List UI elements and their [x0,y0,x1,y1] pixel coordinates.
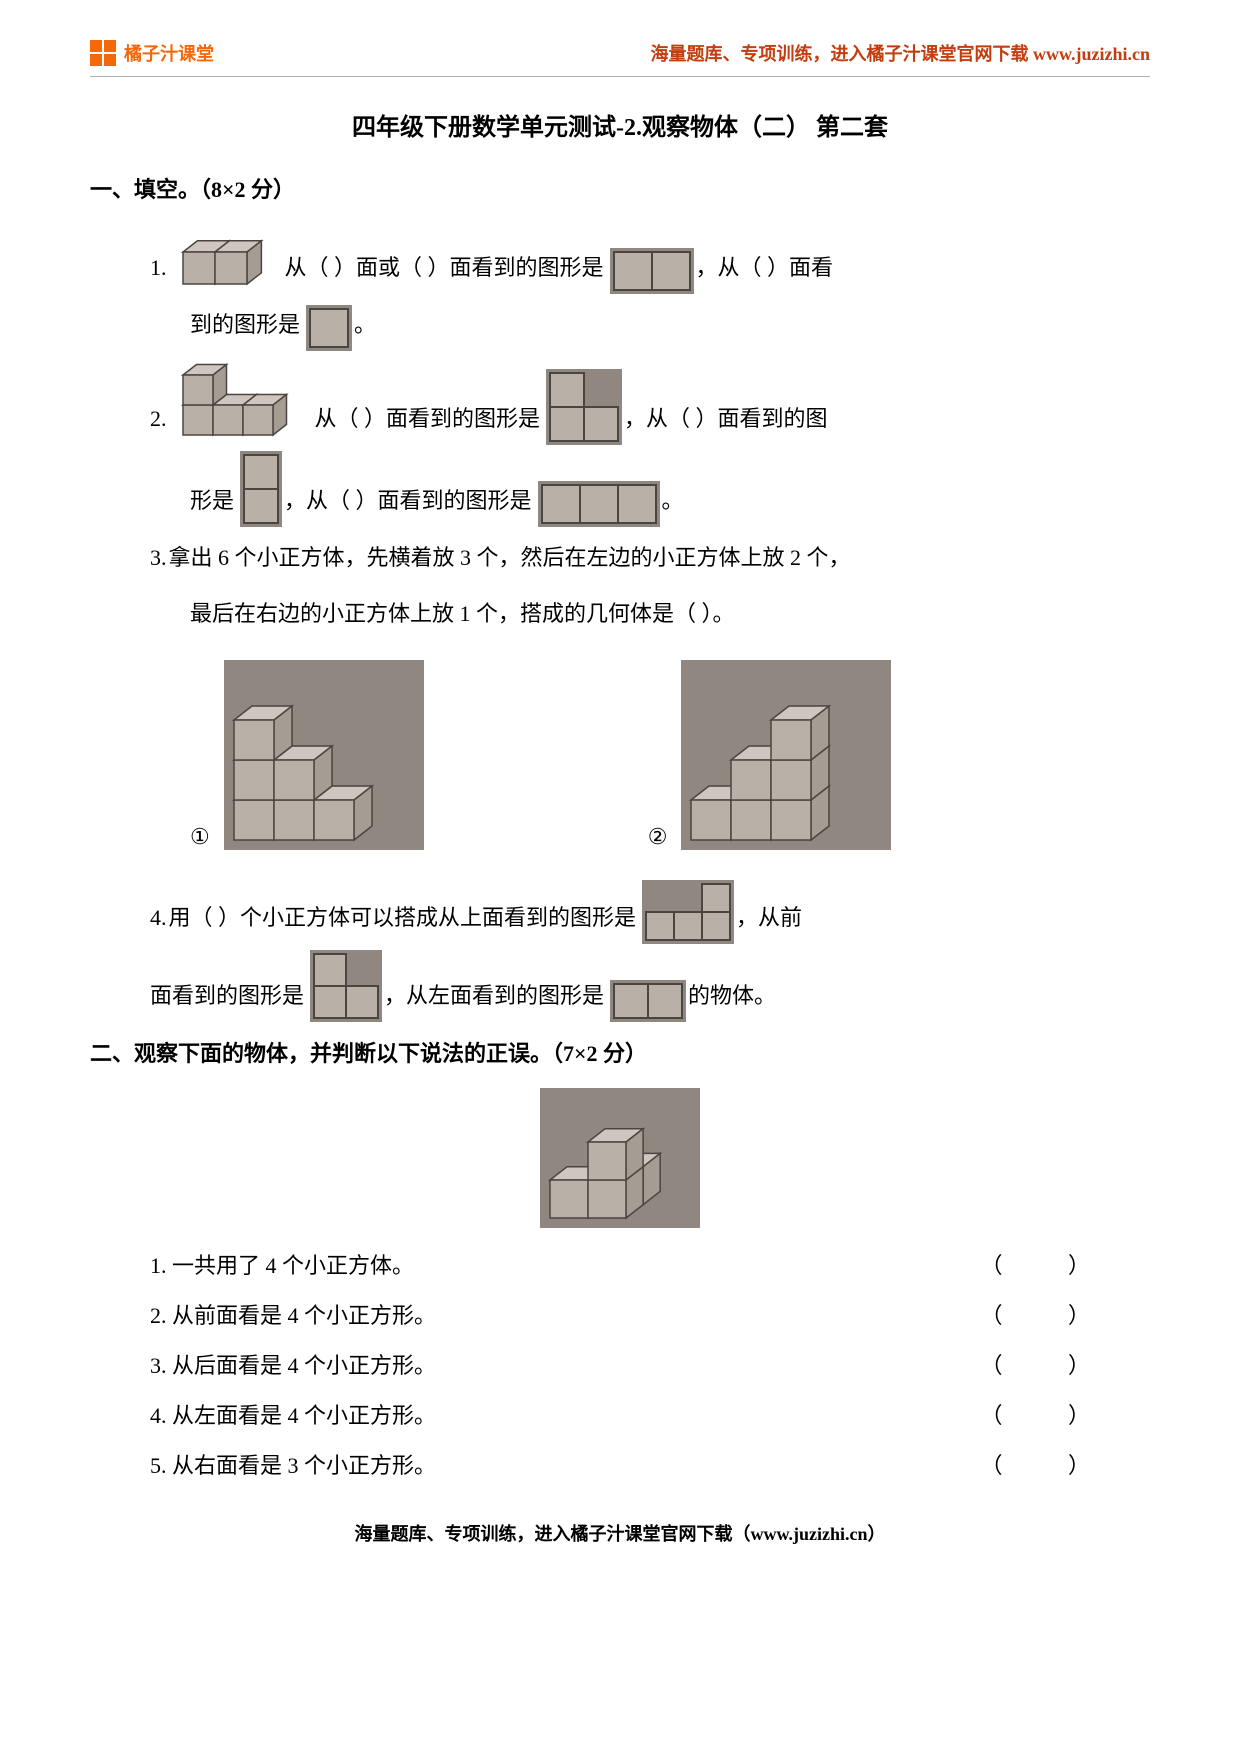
tf-text: 5. 从右面看是 3 个小正方形。 [150,1448,436,1480]
tf-text: 4. 从左面看是 4 个小正方形。 [150,1398,436,1430]
q2-fig-3d [173,357,313,445]
q1-line1: 1. 从（ ）面或（ ）面看到的图形是 ，从（ ）面看 [150,224,1150,294]
tf-list: 1. 一共用了 4 个小正方体。（ ）2. 从前面看是 4 个小正方形。（ ）3… [90,1248,1150,1480]
tf-paren: （ ） [980,1298,1120,1330]
q3-options: ① ② [190,660,1150,850]
q4-line2: 面看到的图形是 ，从左面看到的图形是 的物体。 [150,950,1150,1022]
tf-row: 3. 从后面看是 4 个小正方形。 （ ） [150,1348,1150,1380]
q3-option-1: ① [190,660,428,850]
tf-row: 4. 从左面看是 4 个小正方形。 （ ） [150,1398,1150,1430]
tf-row: 5. 从右面看是 3 个小正方形。 （ ） [150,1448,1150,1480]
section1-heading: 一、填空。（8×2 分） [90,172,1150,204]
tf-paren: （ ） [980,1348,1120,1380]
tf-paren: （ ） [980,1448,1120,1480]
section2-heading: 二、观察下面的物体，并判断以下说法的正误。（7×2 分） [90,1036,1150,1068]
q2-fig-3row [538,481,660,527]
q3-option-2: ② [648,660,896,850]
header-link: 海量题库、专项训练，进入橘子汁课堂官网下载 www.juzizhi.cn [651,40,1151,66]
tf-paren: （ ） [980,1398,1120,1430]
q3-line1: 3. 拿出 6 个小正方体，先横着放 3 个，然后在左边的小正方体上放 2 个， [150,533,1150,584]
q1-fig-1sq [306,305,352,351]
q3-line2: 最后在右边的小正方体上放 1 个，搭成的几何体是（ ）。 [150,589,1150,640]
q2-line1: 2. 从（ ）面看到的图形是 ，从（ ）面看到的图 [150,357,1150,445]
page-title: 四年级下册数学单元测试-2.观察物体（二） 第二套 [90,107,1150,142]
q4-fig-front [310,950,382,1022]
q2-fig-3sq-L [546,369,622,445]
q4-fig-left [610,980,686,1022]
q2-line2: 形是 ，从（ ）面看到的图形是 。 [150,451,1150,527]
q3-fig1 [224,660,424,850]
q4-line1: 4. 用（ ）个小正方体可以搭成从上面看到的图形是 ，从前 [150,880,1150,944]
q1-fig-2sq [610,248,694,294]
page-footer: 海量题库、专项训练，进入橘子汁课堂官网下载（www.juzizhi.cn） [90,1520,1150,1546]
tf-row: 1. 一共用了 4 个小正方体。 （ ） [150,1248,1150,1280]
section2-fig [90,1088,1150,1228]
logo: 橘子汁课堂 [90,40,214,66]
q3-fig2 [681,660,891,850]
tf-text: 2. 从前面看是 4 个小正方形。 [150,1298,436,1330]
q4-fig-top [642,880,734,944]
q2-fig-2v [240,451,282,527]
q1-line2: 到的图形是 。 [150,300,1150,351]
tf-row: 2. 从前面看是 4 个小正方形。 （ ） [150,1298,1150,1330]
page-header: 橘子汁课堂 海量题库、专项训练，进入橘子汁课堂官网下载 www.juzizhi.… [90,40,1150,77]
tf-text: 1. 一共用了 4 个小正方体。 [150,1248,414,1280]
tf-text: 3. 从后面看是 4 个小正方形。 [150,1348,436,1380]
q1-fig-3d [173,224,283,294]
logo-text: 橘子汁课堂 [124,40,214,66]
tf-paren: （ ） [980,1248,1120,1280]
